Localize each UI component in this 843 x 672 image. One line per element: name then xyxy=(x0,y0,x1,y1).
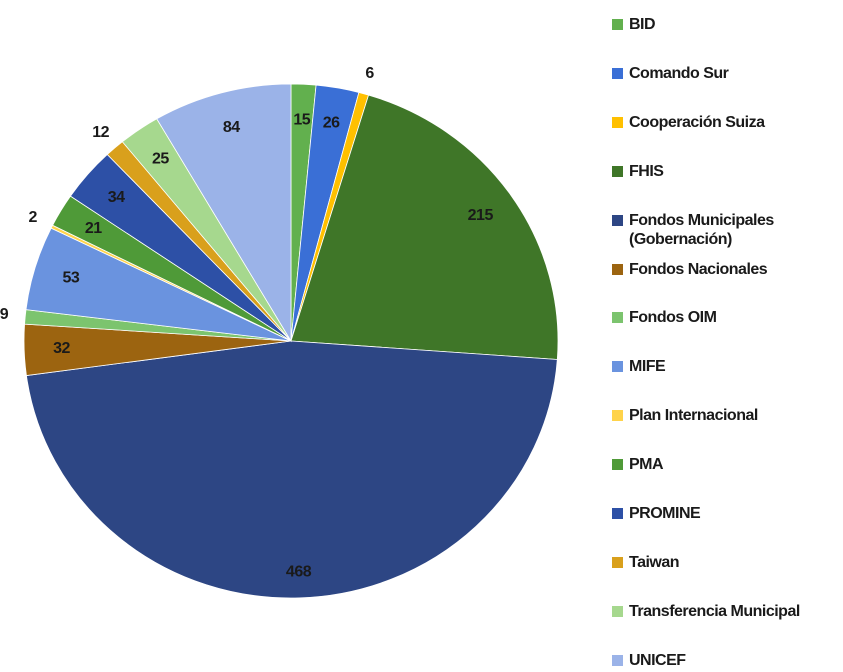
data-label: 32 xyxy=(53,340,70,357)
legend-label: Fondos Nacionales xyxy=(629,260,768,278)
data-label: 26 xyxy=(323,115,340,132)
legend-item: FHIS xyxy=(612,162,843,181)
legend-item: PMA xyxy=(612,455,843,474)
legend-swatch xyxy=(612,508,623,519)
legend-label: Transferencia Municipal xyxy=(629,602,800,620)
legend-swatch xyxy=(612,654,623,666)
legend-label: FHIS xyxy=(629,162,664,180)
legend-item: Cooperación Suiza xyxy=(612,113,843,132)
legend-item: Plan Internacional xyxy=(612,406,843,425)
legend-label: Comando Sur xyxy=(629,64,729,82)
data-label: 15 xyxy=(293,111,310,128)
data-label: 12 xyxy=(92,124,109,141)
legend-swatch xyxy=(612,67,623,79)
legend-label: Plan Internacional xyxy=(629,407,758,425)
legend-item: BID xyxy=(612,15,843,34)
legend-label: Taiwan xyxy=(629,553,680,571)
data-label: 468 xyxy=(286,563,312,580)
legend-swatch xyxy=(612,263,623,275)
pie-slice xyxy=(290,94,559,360)
data-label: 9 xyxy=(0,306,9,323)
legend-label: UNICEF xyxy=(629,651,686,669)
legend-item: Transferencia Municipal xyxy=(612,602,843,621)
data-label: 2 xyxy=(29,209,38,226)
legend-item: Comando Sur xyxy=(612,64,843,83)
legend-swatch xyxy=(612,459,623,471)
chart: 15 26 6 215 468 32 9 53 2 21 34 12 25 84 xyxy=(0,65,559,599)
legend-label: PMA xyxy=(629,456,664,474)
legend-label: BID xyxy=(629,16,656,33)
data-label: 21 xyxy=(85,220,102,237)
legend-item: MIFE xyxy=(612,357,843,376)
data-label: 34 xyxy=(108,189,125,206)
legend-swatch xyxy=(612,116,623,128)
legend-item: Fondos Municipales (Gobernación) xyxy=(612,211,843,249)
legend-item: Fondos OIM xyxy=(612,308,843,327)
pie-slice xyxy=(156,83,292,343)
legend-swatch xyxy=(612,361,623,373)
data-label: 84 xyxy=(223,119,240,136)
legend-item: UNICEF xyxy=(612,651,843,670)
data-label: 53 xyxy=(62,269,79,286)
legend-swatch xyxy=(612,312,623,324)
legend-label: PROMINE xyxy=(629,505,701,522)
legend-swatch xyxy=(612,165,623,177)
legend-label: Fondos OIM xyxy=(629,309,717,327)
legend-swatch xyxy=(612,556,623,568)
legend-label: Cooperación Suiza xyxy=(629,113,765,131)
data-label: 6 xyxy=(365,65,374,82)
data-label: 25 xyxy=(152,150,169,167)
legend-swatch xyxy=(612,605,623,617)
legend-swatch xyxy=(612,410,623,422)
legend-swatch xyxy=(612,214,623,226)
legend-label: MIFE xyxy=(629,358,666,376)
legend-label: Fondos Municipales (Gobernación) xyxy=(629,211,774,248)
legend-swatch xyxy=(612,19,623,30)
pie-slice xyxy=(25,340,558,599)
legend-item: PROMINE xyxy=(612,504,843,523)
legend-item: Taiwan xyxy=(612,553,843,572)
data-label: 215 xyxy=(468,207,494,224)
legend-item: Fondos Nacionales xyxy=(612,260,843,279)
